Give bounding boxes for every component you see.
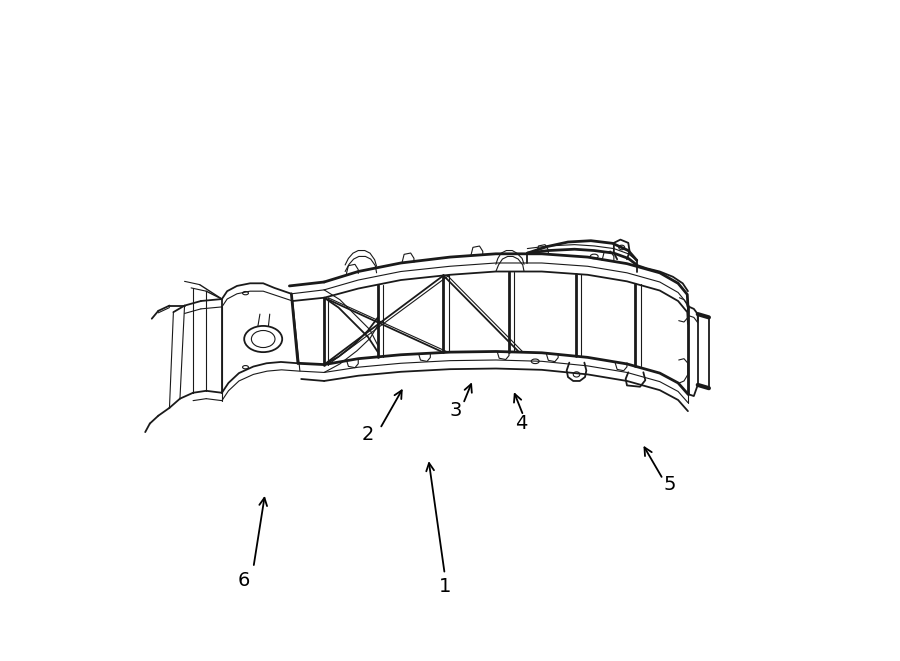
- Text: 4: 4: [515, 414, 527, 433]
- Text: 1: 1: [438, 576, 451, 596]
- Text: 5: 5: [663, 475, 676, 494]
- Text: 3: 3: [449, 401, 462, 420]
- Text: 6: 6: [238, 571, 249, 590]
- Ellipse shape: [244, 326, 283, 352]
- Text: 2: 2: [362, 424, 374, 444]
